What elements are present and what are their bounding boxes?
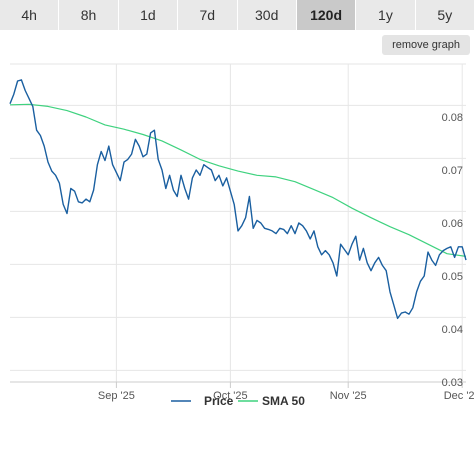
- tab-1d[interactable]: 1d: [118, 0, 179, 30]
- chart-legend[interactable]: Price SMA 50: [171, 394, 305, 408]
- x-tick-label: Dec '25: [444, 390, 474, 402]
- y-tick-label: 0.07: [442, 165, 463, 177]
- tab-120d[interactable]: 120d: [296, 0, 357, 30]
- tab-4h[interactable]: 4h: [0, 0, 60, 30]
- legend-sma-label[interactable]: SMA 50: [262, 394, 305, 408]
- tab-7d[interactable]: 7d: [178, 0, 238, 30]
- y-axis-ticks: 0.03 0.04 0.05 0.06 0.07 0.08: [442, 112, 463, 389]
- legend-price-label[interactable]: Price: [204, 394, 234, 408]
- remove-graph-button[interactable]: remove graph: [382, 35, 470, 55]
- x-tick-label: Nov '25: [330, 390, 367, 402]
- y-tick-label: 0.05: [442, 271, 463, 283]
- tab-1y[interactable]: 1y: [356, 0, 416, 30]
- y-tick-label: 0.03: [442, 377, 463, 389]
- y-tick-label: 0.04: [442, 324, 463, 336]
- x-tick-label: Oct '25: [213, 390, 248, 402]
- tab-5y[interactable]: 5y: [415, 0, 474, 30]
- timeframe-tabs: 4h 8h 1d 7d 30d 120d 1y 5y: [0, 0, 474, 30]
- x-tick-label: Sep '25: [98, 390, 135, 402]
- x-axis-ticks: Sep '25 Oct '25 Nov '25 Dec '25: [98, 390, 474, 402]
- y-tick-label: 0.06: [442, 218, 463, 230]
- sma50-series-line: [9, 103, 467, 257]
- tab-30d[interactable]: 30d: [237, 0, 297, 30]
- y-tick-label: 0.08: [442, 112, 463, 124]
- chart-grid: [10, 63, 466, 388]
- price-series-line: [9, 79, 467, 320]
- tab-8h[interactable]: 8h: [59, 0, 119, 30]
- chart-series: [9, 79, 467, 320]
